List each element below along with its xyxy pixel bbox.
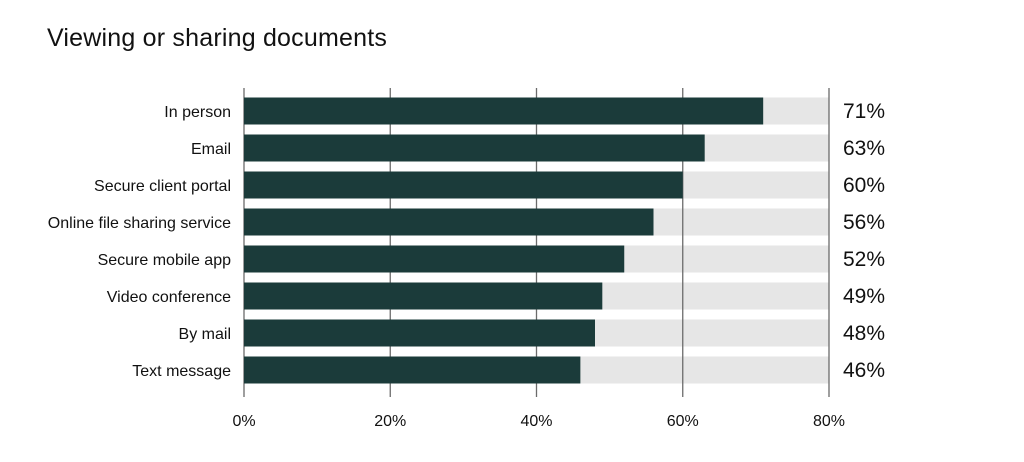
value-label: 52%: [843, 248, 885, 271]
bar-online-file-sharing-service: [244, 208, 654, 236]
category-label: Secure mobile app: [98, 252, 232, 269]
category-label: Email: [191, 141, 231, 158]
bar-video-conference: [244, 282, 603, 310]
x-tick-label: 80%: [813, 413, 845, 430]
value-label: 48%: [843, 322, 885, 345]
chart-title: Viewing or sharing documents: [47, 24, 388, 52]
value-label: 60%: [843, 174, 885, 197]
bar-email: [244, 134, 705, 162]
bar-secure-mobile-app: [244, 245, 625, 273]
category-label: Online file sharing service: [48, 215, 231, 232]
x-tick-label: 0%: [232, 413, 255, 430]
bar-in-person: [244, 97, 764, 125]
category-label: By mail: [179, 326, 231, 343]
value-label: 63%: [843, 137, 885, 160]
category-label: Secure client portal: [94, 178, 231, 195]
value-label: 49%: [843, 285, 885, 308]
x-tick-label: 60%: [667, 413, 699, 430]
category-label: Video conference: [107, 289, 231, 306]
x-tick-label: 40%: [520, 413, 552, 430]
category-label: In person: [164, 104, 231, 121]
value-label: 46%: [843, 359, 885, 382]
x-tick-label: 20%: [374, 413, 406, 430]
category-label: Text message: [132, 363, 231, 380]
bar-text-message: [244, 356, 581, 384]
bar-by-mail: [244, 319, 595, 347]
value-label: 71%: [843, 100, 885, 123]
bar-secure-client-portal: [244, 171, 683, 199]
value-label: 56%: [843, 211, 885, 234]
